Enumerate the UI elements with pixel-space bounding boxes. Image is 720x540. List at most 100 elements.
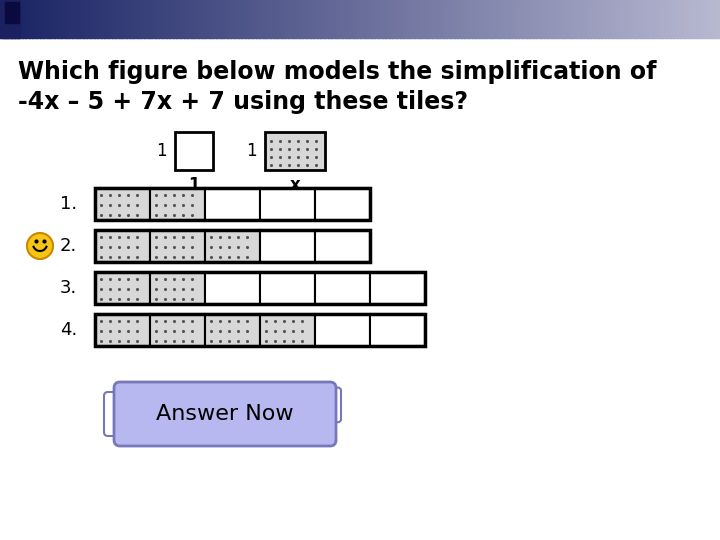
Text: Which figure below models the simplification of: Which figure below models the simplifica… <box>18 60 657 84</box>
Bar <box>526 0 530 38</box>
Bar <box>47 0 51 38</box>
Bar <box>270 0 274 38</box>
Bar <box>95 314 425 346</box>
Bar <box>421 0 426 38</box>
Bar <box>95 230 370 262</box>
Bar <box>184 0 188 38</box>
Bar <box>544 0 548 38</box>
Bar <box>370 272 425 304</box>
Bar <box>684 0 688 38</box>
Bar <box>137 0 141 38</box>
Bar <box>65 0 69 38</box>
Bar <box>367 0 372 38</box>
Bar <box>58 0 62 38</box>
Bar <box>101 0 105 38</box>
Bar <box>648 0 652 38</box>
Bar <box>306 0 310 38</box>
Bar <box>130 0 134 38</box>
Bar <box>40 0 44 38</box>
Bar <box>565 0 570 38</box>
FancyBboxPatch shape <box>104 392 130 436</box>
Bar <box>122 0 127 38</box>
Bar <box>490 0 494 38</box>
Bar <box>454 0 458 38</box>
Bar <box>594 0 598 38</box>
Bar <box>86 0 91 38</box>
Bar <box>374 0 379 38</box>
Text: 1: 1 <box>188 176 199 194</box>
Bar <box>315 188 370 220</box>
Bar <box>151 0 156 38</box>
Bar <box>36 0 40 38</box>
Bar <box>95 272 150 304</box>
Bar <box>302 0 307 38</box>
Bar <box>551 0 555 38</box>
Bar <box>572 0 577 38</box>
Bar <box>18 0 22 38</box>
Bar <box>713 0 717 38</box>
FancyBboxPatch shape <box>114 382 336 446</box>
Bar <box>698 0 703 38</box>
Bar <box>414 0 418 38</box>
Bar <box>691 0 696 38</box>
Bar <box>601 0 606 38</box>
Bar <box>43 0 48 38</box>
Bar <box>475 0 480 38</box>
Bar <box>403 0 408 38</box>
Bar <box>248 0 253 38</box>
Bar <box>284 0 289 38</box>
Bar <box>263 0 267 38</box>
Bar <box>295 0 300 38</box>
Bar <box>260 314 315 346</box>
Bar <box>695 0 699 38</box>
Bar <box>612 0 616 38</box>
Bar <box>162 0 166 38</box>
Bar <box>533 0 537 38</box>
Bar <box>396 0 400 38</box>
Bar <box>702 0 706 38</box>
Bar <box>562 0 566 38</box>
Bar <box>626 0 631 38</box>
Bar <box>536 0 541 38</box>
Bar <box>29 0 33 38</box>
Bar <box>256 0 260 38</box>
Bar <box>508 0 512 38</box>
Bar <box>331 0 336 38</box>
Bar <box>95 188 370 220</box>
Bar <box>209 0 213 38</box>
Text: x: x <box>289 176 300 194</box>
Bar <box>288 0 292 38</box>
Bar <box>554 0 559 38</box>
Bar <box>655 0 660 38</box>
Bar <box>259 0 264 38</box>
Bar <box>175 132 213 170</box>
Bar <box>644 0 649 38</box>
Bar <box>472 0 476 38</box>
Bar <box>313 0 318 38</box>
Bar <box>50 0 55 38</box>
Bar <box>150 230 205 262</box>
Bar <box>292 0 296 38</box>
Bar <box>11 0 15 38</box>
Bar <box>315 314 370 346</box>
Bar <box>198 0 202 38</box>
Bar <box>79 0 84 38</box>
Bar <box>315 272 370 304</box>
Bar <box>688 0 692 38</box>
Bar <box>54 0 58 38</box>
Bar <box>227 0 231 38</box>
Bar <box>277 0 282 38</box>
Bar <box>504 0 508 38</box>
Bar <box>346 0 350 38</box>
Bar <box>140 0 145 38</box>
Bar <box>637 0 642 38</box>
Bar <box>328 0 332 38</box>
Bar <box>518 0 523 38</box>
Bar <box>119 0 123 38</box>
Bar <box>389 0 393 38</box>
Bar <box>14 0 19 38</box>
Bar <box>180 0 184 38</box>
Bar <box>234 0 238 38</box>
Bar <box>439 0 444 38</box>
Bar <box>443 0 447 38</box>
